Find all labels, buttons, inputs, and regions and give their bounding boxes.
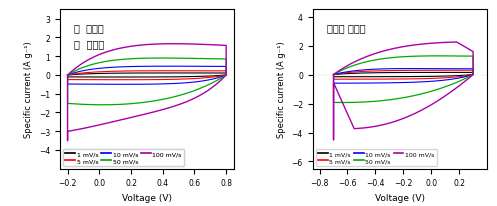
Text: 철  복합화: 철 복합화 (74, 39, 104, 49)
X-axis label: Voltage (V): Voltage (V) (122, 193, 172, 202)
Legend: 1 mV/s, 5 mV/s, 10 mV/s, 50 mV/s, 100 mV/s: 1 mV/s, 5 mV/s, 10 mV/s, 50 mV/s, 100 mV… (316, 149, 437, 166)
Text: 코발트 복합화: 코발트 복합화 (327, 23, 365, 33)
Legend: 1 mV/s, 5 mV/s, 10 mV/s, 50 mV/s, 100 mV/s: 1 mV/s, 5 mV/s, 10 mV/s, 50 mV/s, 100 mV… (63, 149, 184, 166)
X-axis label: Voltage (V): Voltage (V) (375, 193, 425, 202)
Y-axis label: Specific current (A g⁻¹): Specific current (A g⁻¹) (277, 41, 286, 138)
Text: 철  복합화: 철 복합화 (74, 23, 103, 33)
Y-axis label: Specific current (A g⁻¹): Specific current (A g⁻¹) (24, 41, 33, 138)
